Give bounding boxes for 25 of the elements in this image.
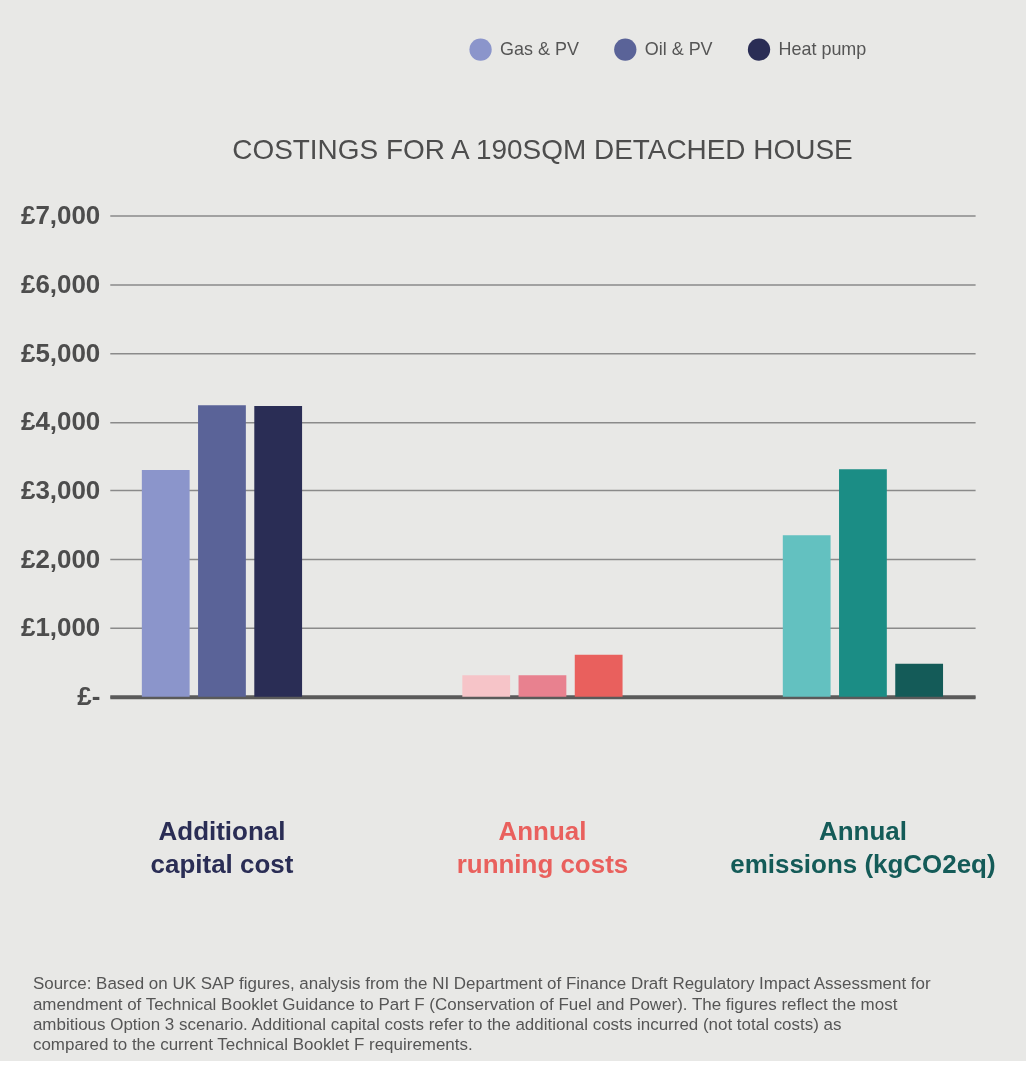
y-tick-label: £1,000 xyxy=(20,613,101,642)
y-tick-label: £2,000 xyxy=(20,544,101,573)
y-tick-label: £- xyxy=(77,682,101,711)
legend-label: Gas & PV xyxy=(500,38,579,59)
bar xyxy=(462,675,511,697)
bar xyxy=(198,405,246,697)
y-tick-label: £4,000 xyxy=(20,407,101,436)
bar xyxy=(518,675,567,697)
x-tick-label: Annual running costs xyxy=(456,816,629,878)
y-tick-label: £5,000 xyxy=(20,338,101,367)
bar xyxy=(839,469,887,697)
source-note: Source: Based on UK SAP figures, analysis from the NI Department of Finance Draft Regulatory Impact Assessment for amendment of Technical Booklet Guidance to Part F (Conservation of Fuel and Power). The figures reflect the most ambitious Option 3 scenario. Additional capital costs refer to the additional costs incurred (not total costs) as compared to the current Technical Booklet F requirements. xyxy=(32,974,931,1055)
x-tick-label: Annual emissions (kgCO2eq) xyxy=(730,816,996,878)
bar xyxy=(895,663,944,697)
y-tick-label: £7,000 xyxy=(20,201,101,230)
legend-label: Oil & PV xyxy=(644,38,713,59)
y-tick-label: £3,000 xyxy=(20,475,101,504)
bar xyxy=(141,469,190,697)
chart-title: COSTINGS FOR A 190SQM DETACHED HOUSE xyxy=(232,133,853,165)
bar xyxy=(782,535,831,697)
y-tick-label: £6,000 xyxy=(20,269,101,298)
x-tick-label: Additional capital cost xyxy=(150,816,294,878)
legend-label: Heat pump xyxy=(778,38,867,59)
bar xyxy=(254,405,303,697)
bar xyxy=(574,654,623,697)
